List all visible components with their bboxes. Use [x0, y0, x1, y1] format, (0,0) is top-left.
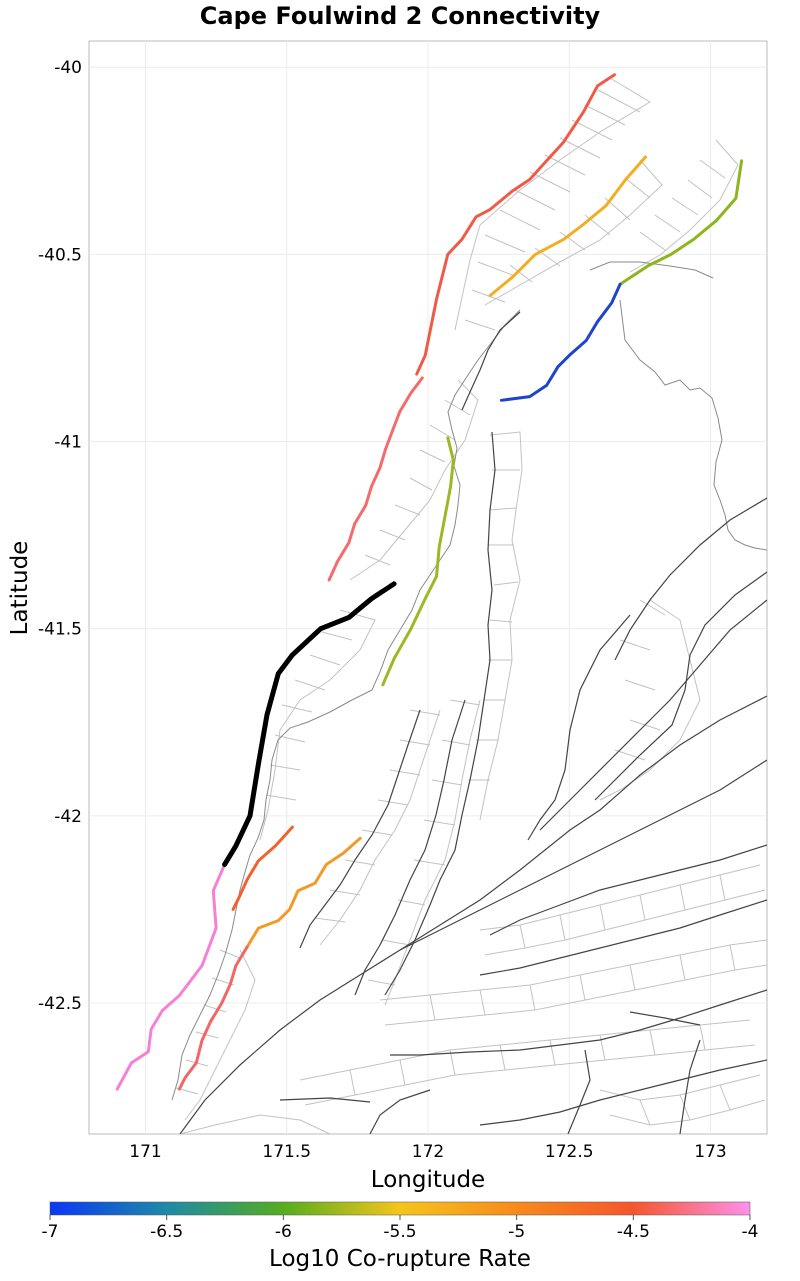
fault-trace: [299, 709, 421, 949]
colorbar-ticks: -7 -6.5 -6 -5.5 -5 -4.5 -4: [42, 1215, 759, 1242]
fault-trace: [179, 695, 767, 1134]
x-tick-label: 171: [129, 1142, 161, 1162]
rupture-trace: [381, 436, 455, 687]
subsection-ladder: [349, 379, 479, 581]
fault-trace: [399, 759, 767, 951]
fault-traces: [179, 311, 767, 1134]
subsection-ladder: [484, 159, 663, 306]
colorbar: [49, 1201, 751, 1216]
subsection-ladder: [599, 599, 701, 801]
fault-trace: [354, 699, 466, 996]
subsection-ladder: [468, 431, 523, 821]
rupture-trace: [115, 863, 227, 1091]
colorbar-tick-label: -4.5: [617, 1222, 650, 1242]
subsection-ladder: [299, 1019, 756, 1106]
rupture-trace: [415, 73, 616, 376]
y-tick-label: -40.5: [38, 245, 82, 265]
x-tick-label: 172: [412, 1142, 444, 1162]
x-tick-label: 173: [694, 1142, 726, 1162]
rupture-trace: [499, 282, 622, 402]
fault-trace: [594, 571, 767, 801]
y-tick-label: -42: [54, 807, 82, 827]
fault-trace: [539, 599, 767, 831]
subsection-ladder: [175, 949, 256, 1121]
y-tick-label: -42.5: [38, 994, 82, 1014]
x-tick-label: 172.5: [545, 1142, 594, 1162]
fault-trace: [567, 1049, 591, 1134]
subsection-ladder: [367, 699, 481, 1006]
rupture-traces: [115, 73, 744, 1091]
fault-trace: [527, 614, 631, 841]
y-tick-label: -40: [54, 58, 82, 78]
subsection-ladder: [599, 1074, 766, 1126]
y-axis-ticks: -40 -40.5 -41 -41.5 -42 -42.5: [38, 58, 82, 1014]
colorbar-tick-label: -6: [275, 1222, 292, 1242]
y-axis-title: Latitude: [7, 541, 33, 636]
y-tick-label: -41: [54, 433, 82, 453]
colorbar-tick-label: -4: [742, 1222, 759, 1242]
fault-trace: [489, 844, 767, 936]
subsection-ladder: [454, 77, 651, 331]
fault-trace: [479, 1059, 767, 1126]
rupture-trace: [327, 376, 424, 582]
subsection-ladder: [314, 709, 441, 946]
map-layers: [115, 73, 767, 1134]
subsection-ladder: [479, 864, 766, 956]
subsection-ladder: [259, 609, 376, 841]
source-fault-trace: [222, 581, 397, 867]
subsection-ladder: [379, 939, 767, 1026]
grid-lines: [89, 41, 767, 1134]
x-tick-label: 171.5: [262, 1142, 311, 1162]
fault-trace: [479, 899, 767, 976]
subsection-ladder: [179, 1114, 331, 1134]
colorbar-tick-label: -5: [508, 1222, 525, 1242]
fault-trace: [614, 497, 767, 661]
rupture-trace: [177, 945, 249, 1091]
colorbar-tick-label: -6.5: [150, 1222, 183, 1242]
fault-trace: [629, 1011, 701, 1026]
colorbar-tick-label: -7: [42, 1222, 59, 1242]
y-tick-label: -41.5: [38, 620, 82, 640]
fault-trace: [679, 1039, 701, 1134]
rupture-trace: [618, 159, 744, 286]
fault-trace: [279, 1097, 371, 1103]
rupture-trace: [245, 836, 362, 949]
x-axis-title: Longitude: [371, 1167, 485, 1193]
map-title: Cape Foulwind 2 Connectivity: [199, 2, 601, 30]
colorbar-tick-label: -5.5: [383, 1222, 416, 1242]
fault-subsections: [175, 77, 767, 1134]
source-fault-group: [222, 581, 397, 867]
colorbar-label: Log10 Co-rupture Rate: [269, 1246, 531, 1272]
fault-trace: [384, 431, 496, 996]
fault-trace: [390, 989, 767, 1056]
rupture-trace: [231, 825, 294, 911]
subsection-ladder: [629, 139, 739, 273]
fault-trace: [461, 311, 521, 411]
fault-trace: [369, 1089, 431, 1134]
x-axis-ticks: 171 171.5 172 172.5 173: [129, 1142, 726, 1162]
rupture-trace: [488, 155, 647, 297]
coastline-west: [171, 309, 521, 1101]
